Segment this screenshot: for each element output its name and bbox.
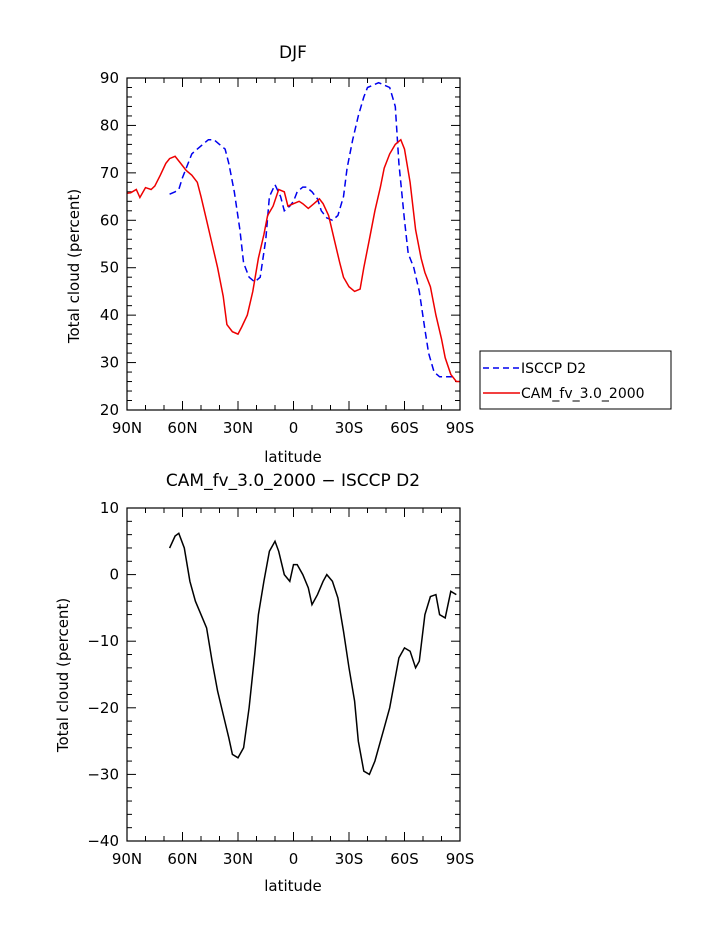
top-plot-x-tick-label: 30N [223, 419, 253, 437]
top-plot-x-axis-label: latitude [264, 448, 322, 466]
bottom-plot-y-tick-label: −30 [87, 765, 119, 783]
legend-label-isccp: ISCCP D2 [521, 361, 586, 377]
top-plot-x-tick-label: 60S [390, 419, 419, 437]
top-plot-series-line-cam-fv-3-0-2000 [126, 138, 460, 383]
bottom-plot-x-axis-label: latitude [264, 877, 322, 895]
top-plot-series [126, 81, 460, 383]
top-plot-series-line-isccp-d2 [169, 81, 457, 378]
bottom-plot-frame [126, 507, 461, 842]
top-plot-x-tick-label: 0 [289, 419, 299, 437]
bottom-plot-x-tick-label: 30S [335, 850, 364, 868]
top-plot-x-tick-label: 30S [335, 419, 364, 437]
top-plot-y-tick-label: 70 [100, 164, 119, 182]
top-plot-x-tick-label: 90S [446, 419, 475, 437]
top-plot-y-tick-label: 30 [100, 354, 119, 372]
top-plot-y-tick-label: 90 [100, 69, 119, 87]
top-plot-y-tick-label: 20 [100, 401, 119, 419]
bottom-plot-y-tick-label: −20 [87, 699, 119, 717]
top-plot-x-tick-label: 90N [112, 419, 142, 437]
top-plot-y-tick-label: 80 [100, 116, 119, 134]
bottom-plot-y-tick-label: −40 [87, 832, 119, 850]
bottom-plot: CAM_fv_3.0_2000 − ISCCP D2 Total cloud (… [54, 471, 474, 895]
bottom-plot-x-tick-label: 60S [390, 850, 419, 868]
top-plot-y-tick-label: 60 [100, 211, 119, 229]
bottom-plot-x-tick-label: 90S [446, 850, 475, 868]
bottom-plot-y-tick-label: 0 [109, 566, 119, 584]
bottom-plot-series-line-0 [168, 532, 457, 776]
legend-label-cam: CAM_fv_3.0_2000 [521, 386, 645, 402]
top-plot: DJF Total cloud (percent) latitude 90N 60… [65, 43, 672, 466]
top-plot-y-axis-label: Total cloud (percent) [65, 189, 83, 344]
top-plot-y-tick-label: 40 [100, 306, 119, 324]
legend: ISCCP D2 CAM_fv_3.0_2000 [479, 350, 672, 410]
bottom-plot-ticks: 90N 60N 30N 0 30S 60S 90S −40 −30 −20 −10 0 10 [87, 499, 474, 868]
bottom-plot-x-tick-label: 90N [112, 850, 142, 868]
top-plot-title: DJF [279, 43, 307, 63]
bottom-plot-title: CAM_fv_3.0_2000 − ISCCP D2 [166, 471, 420, 491]
top-plot-frame [126, 77, 461, 411]
top-plot-y-tick-label: 50 [100, 259, 119, 277]
bottom-plot-x-tick-label: 30N [223, 850, 253, 868]
top-plot-ticks: 90N 60N 30N 0 30S 60S 90S 20 30 40 50 60 70 80 90 [100, 69, 474, 437]
bottom-plot-y-tick-label: −10 [87, 632, 119, 650]
bottom-plot-y-axis-label: Total cloud (percent) [54, 598, 72, 753]
bottom-plot-y-tick-label: 10 [100, 499, 119, 517]
bottom-plot-series [168, 532, 457, 776]
top-plot-x-tick-label: 60N [167, 419, 197, 437]
legend-box [479, 350, 672, 410]
bottom-plot-x-tick-label: 0 [289, 850, 299, 868]
bottom-plot-x-tick-label: 60N [167, 850, 197, 868]
